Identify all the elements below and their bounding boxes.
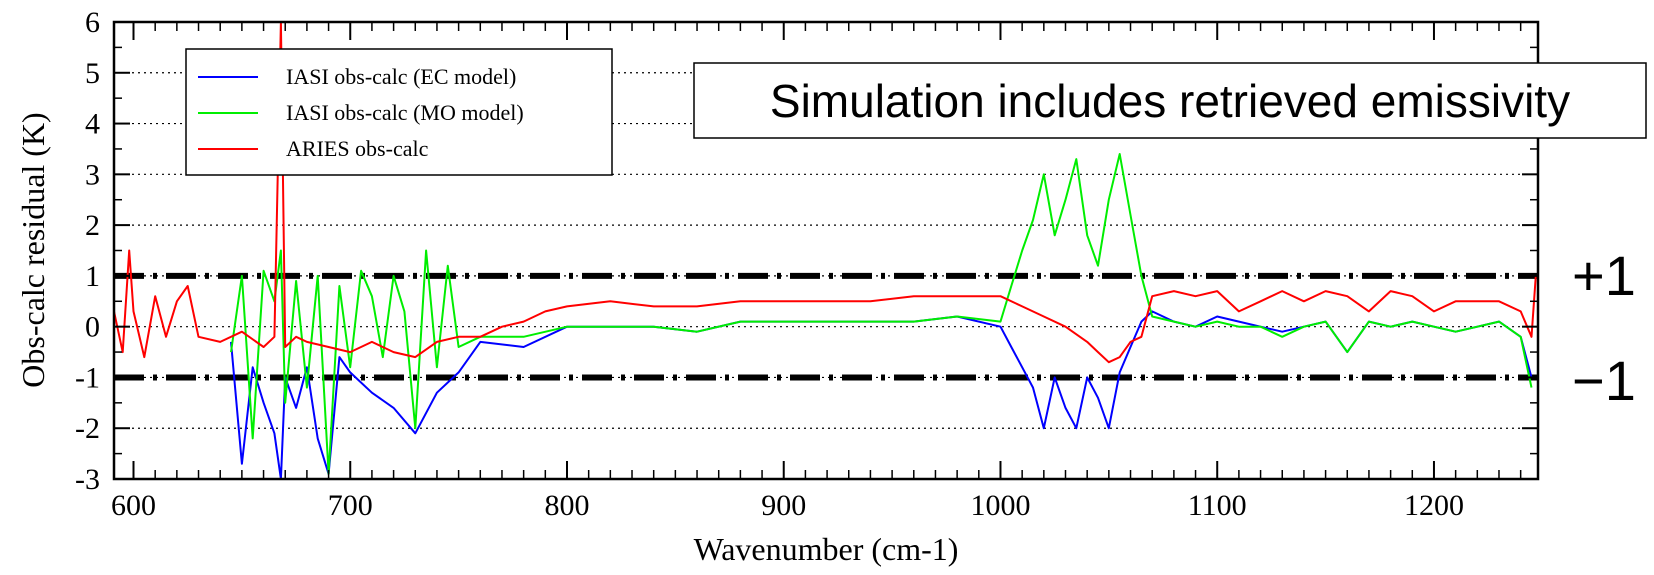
legend-label: ARIES obs-calc <box>286 136 429 161</box>
legend: IASI obs-calc (EC model) IASI obs-calc (M… <box>185 48 613 176</box>
x-tick-label: 1000 <box>970 489 1030 522</box>
y-tick-label: 4 <box>85 108 100 141</box>
y-tick-label: 1 <box>85 260 100 293</box>
x-tick-label: 900 <box>761 489 806 522</box>
minus-one-label: −1 <box>1572 349 1636 412</box>
series-layer <box>114 22 1537 479</box>
legend-label: IASI obs-calc (MO model) <box>286 100 524 125</box>
x-tick-label: 600 <box>111 489 156 522</box>
y-tick-label: 0 <box>85 311 100 344</box>
x-tick-label: 1100 <box>1188 489 1247 522</box>
y-tick-label: 6 <box>85 6 100 39</box>
y-tick-label: -3 <box>75 463 100 496</box>
legend-label: IASI obs-calc (EC model) <box>286 64 516 89</box>
reference-lines-layer <box>114 272 1538 381</box>
series-line-1 <box>230 153 1533 475</box>
side-labels: +1 −1 <box>1572 244 1636 412</box>
y-tick-label: 3 <box>85 158 100 191</box>
x-axis-title: Wavenumber (cm-1) <box>694 531 959 567</box>
y-tick-label: 2 <box>85 209 100 242</box>
tick-layer: 6 5 4 3 2 1 0 -1 -2 -3 600 700 800 900 1000 1100 1200 <box>75 6 1538 522</box>
axis-text-layer: Wavenumber (cm-1) Obs-calc residual (K) <box>15 112 958 567</box>
x-tick-label: 800 <box>544 489 589 522</box>
x-tick-label: 700 <box>328 489 373 522</box>
annotation-box-group: Simulation includes retrieved emissivity <box>693 62 1647 139</box>
x-tick-label: 1200 <box>1404 489 1464 522</box>
plus-one-label: +1 <box>1572 244 1636 307</box>
y-tick-label: -1 <box>75 361 100 394</box>
series-line-2 <box>114 22 1537 364</box>
annotation-box <box>693 62 1647 139</box>
y-tick-label: 5 <box>85 57 100 90</box>
y-tick-label: -2 <box>75 412 100 445</box>
y-axis-title: Obs-calc residual (K) <box>15 112 51 387</box>
annotation-text: Simulation includes retrieved emissivity <box>770 75 1570 127</box>
